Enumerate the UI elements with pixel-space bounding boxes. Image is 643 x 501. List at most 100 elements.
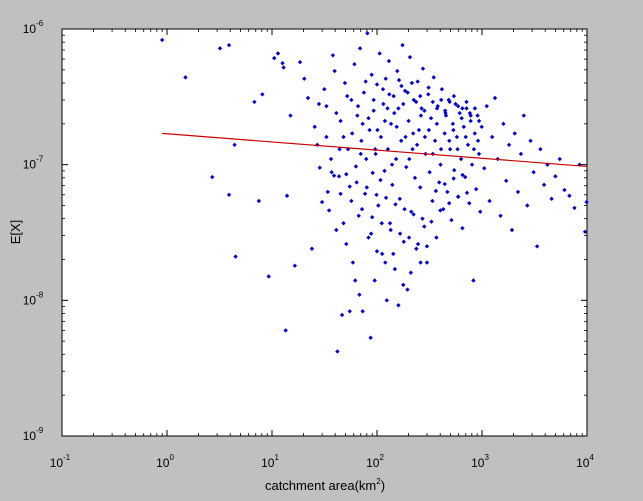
scatter-point	[418, 93, 423, 99]
scatter-point	[442, 181, 447, 187]
scatter-point	[430, 198, 435, 204]
scatter-point	[467, 200, 472, 206]
fit-line	[162, 132, 588, 168]
scatter-point	[461, 124, 467, 130]
scatter-point	[371, 108, 376, 113]
scatter-point	[422, 108, 427, 113]
scatter-point	[406, 235, 412, 240]
scatter-point	[408, 270, 414, 275]
scatter-point	[396, 303, 401, 308]
scatter-point	[400, 42, 405, 48]
scatter-point	[380, 86, 386, 92]
scatter-point	[361, 90, 367, 95]
scatter-point	[453, 101, 458, 107]
scatter-point	[288, 113, 293, 118]
scatter-point	[447, 138, 452, 143]
scatter-point	[525, 203, 530, 208]
scatter-point	[401, 239, 407, 245]
scatter-point	[438, 162, 443, 167]
scatter-point	[381, 101, 386, 107]
scatter-point	[354, 180, 359, 185]
scatter-point	[438, 147, 444, 152]
scatter-point	[484, 103, 489, 109]
scatter-point	[409, 209, 414, 214]
scatter-point	[332, 68, 337, 74]
scatter-point	[383, 76, 388, 81]
scatter-point	[347, 309, 352, 314]
scatter-point	[366, 235, 371, 240]
scatter-point	[337, 147, 342, 152]
x-tick-label: 101	[261, 453, 279, 470]
scatter-point	[344, 172, 349, 177]
scatter-point	[339, 312, 345, 318]
scatter-point	[378, 134, 384, 140]
scatter-point	[489, 134, 495, 140]
scatter-point	[460, 226, 465, 231]
scatter-point	[388, 227, 393, 233]
scatter-point	[302, 76, 307, 81]
scatter-point	[420, 66, 426, 71]
scatter-point	[362, 191, 368, 196]
scatter-point	[347, 184, 352, 189]
scatter-point	[382, 118, 388, 124]
scatter-point	[397, 231, 403, 236]
scatter-point	[411, 212, 416, 217]
scatter-point	[515, 189, 521, 195]
scatter-point	[431, 75, 436, 80]
scatter-point	[375, 127, 380, 133]
scatter-point	[384, 298, 390, 303]
y-tick-label: 10-7	[23, 155, 44, 172]
scatter-point	[407, 156, 412, 162]
scatter-point	[434, 106, 440, 111]
scatter-point	[325, 189, 331, 195]
scatter-point	[482, 166, 487, 171]
scatter-point	[445, 189, 450, 195]
scatter-point	[475, 138, 481, 143]
scatter-point	[452, 168, 457, 173]
scatter-point	[395, 68, 400, 74]
scatter-point	[328, 156, 334, 162]
scatter-point	[359, 138, 364, 143]
scatter-point	[464, 99, 469, 105]
scatter-point	[317, 165, 322, 170]
scatter-point	[405, 287, 410, 292]
scatter-point	[355, 113, 360, 118]
scatter-point	[439, 86, 445, 92]
scatter-point	[398, 138, 404, 143]
scatter-point	[455, 194, 461, 199]
scatter-point	[369, 214, 375, 220]
scatter-point	[582, 229, 588, 235]
scatter-point	[324, 103, 329, 109]
scatter-point	[418, 260, 423, 265]
scatter-point	[426, 85, 431, 90]
scatter-point	[349, 198, 354, 204]
scatter-point	[393, 156, 399, 162]
x-tick-label: 102	[366, 453, 384, 470]
scatter-point	[422, 134, 428, 140]
scatter-point	[334, 227, 339, 233]
scatter-point	[424, 260, 430, 265]
x-tick-label: 104	[576, 453, 594, 470]
scatter-point	[284, 193, 290, 198]
scatter-point	[344, 241, 349, 247]
scatter-point	[353, 278, 358, 283]
scatter-point	[292, 263, 298, 268]
scatter-point	[275, 51, 281, 56]
scatter-point	[455, 103, 461, 109]
scatter-point	[534, 244, 540, 249]
scatter-point	[492, 95, 498, 101]
scatter-point	[562, 187, 567, 193]
scatter-point	[352, 62, 357, 67]
scatter-point	[389, 162, 395, 167]
scatter-point	[572, 205, 577, 211]
scatter-point	[409, 80, 415, 86]
scatter-point	[377, 51, 382, 56]
scatter-point	[385, 106, 390, 111]
scatter-point	[447, 147, 453, 152]
scatter-point	[451, 176, 456, 181]
scatter-point	[364, 156, 369, 162]
scatter-point	[360, 121, 365, 127]
scatter-point	[459, 116, 464, 121]
y-tick-label: 10-8	[23, 290, 44, 307]
scatter-point	[336, 174, 342, 179]
